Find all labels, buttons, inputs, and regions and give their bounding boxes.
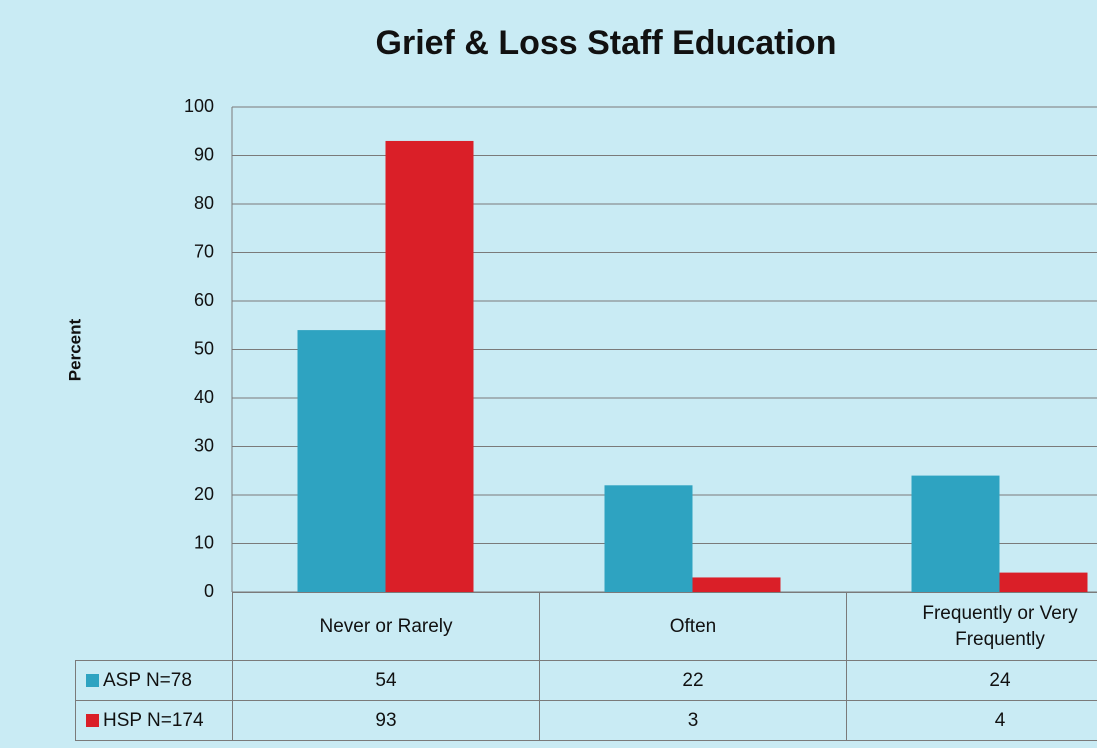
value-cell: 93 xyxy=(232,700,540,741)
y-tick-label: 30 xyxy=(194,435,214,455)
legend-swatch xyxy=(86,674,99,687)
bar xyxy=(297,330,386,592)
y-axis-label: Percent xyxy=(65,318,84,381)
y-tick-label: 70 xyxy=(194,241,214,261)
bar xyxy=(692,577,781,592)
bar xyxy=(604,485,693,592)
y-tick-label: 100 xyxy=(184,96,214,116)
value-cell: 22 xyxy=(539,660,847,701)
bar xyxy=(911,475,1000,592)
y-tick-label: 0 xyxy=(204,581,214,601)
y-tick-label: 20 xyxy=(194,484,214,504)
value-cell: 24 xyxy=(846,660,1097,701)
category-cell: Never or Rarely xyxy=(232,592,540,661)
category-cell: Often xyxy=(539,592,847,661)
legend-label: HSP N=174 xyxy=(103,709,204,731)
y-tick-label: 60 xyxy=(194,290,214,310)
bar xyxy=(385,140,474,592)
value-cell: 4 xyxy=(846,700,1097,741)
value-cell: 54 xyxy=(232,660,540,701)
y-tick-label: 40 xyxy=(194,387,214,407)
legend-cell: ASP N=78 xyxy=(75,660,233,701)
y-tick-label: 10 xyxy=(194,532,214,552)
value-cell: 3 xyxy=(539,700,847,741)
y-tick-label: 90 xyxy=(194,144,214,164)
y-tick-label: 80 xyxy=(194,193,214,213)
legend-swatch xyxy=(86,714,99,727)
legend-cell: HSP N=174 xyxy=(75,700,233,741)
legend-label: ASP N=78 xyxy=(103,669,192,691)
bar xyxy=(999,572,1088,592)
chart-title: Grief & Loss Staff Education xyxy=(376,24,837,62)
y-tick-label: 50 xyxy=(194,338,214,358)
category-cell: Frequently or Very Frequently xyxy=(846,592,1097,661)
